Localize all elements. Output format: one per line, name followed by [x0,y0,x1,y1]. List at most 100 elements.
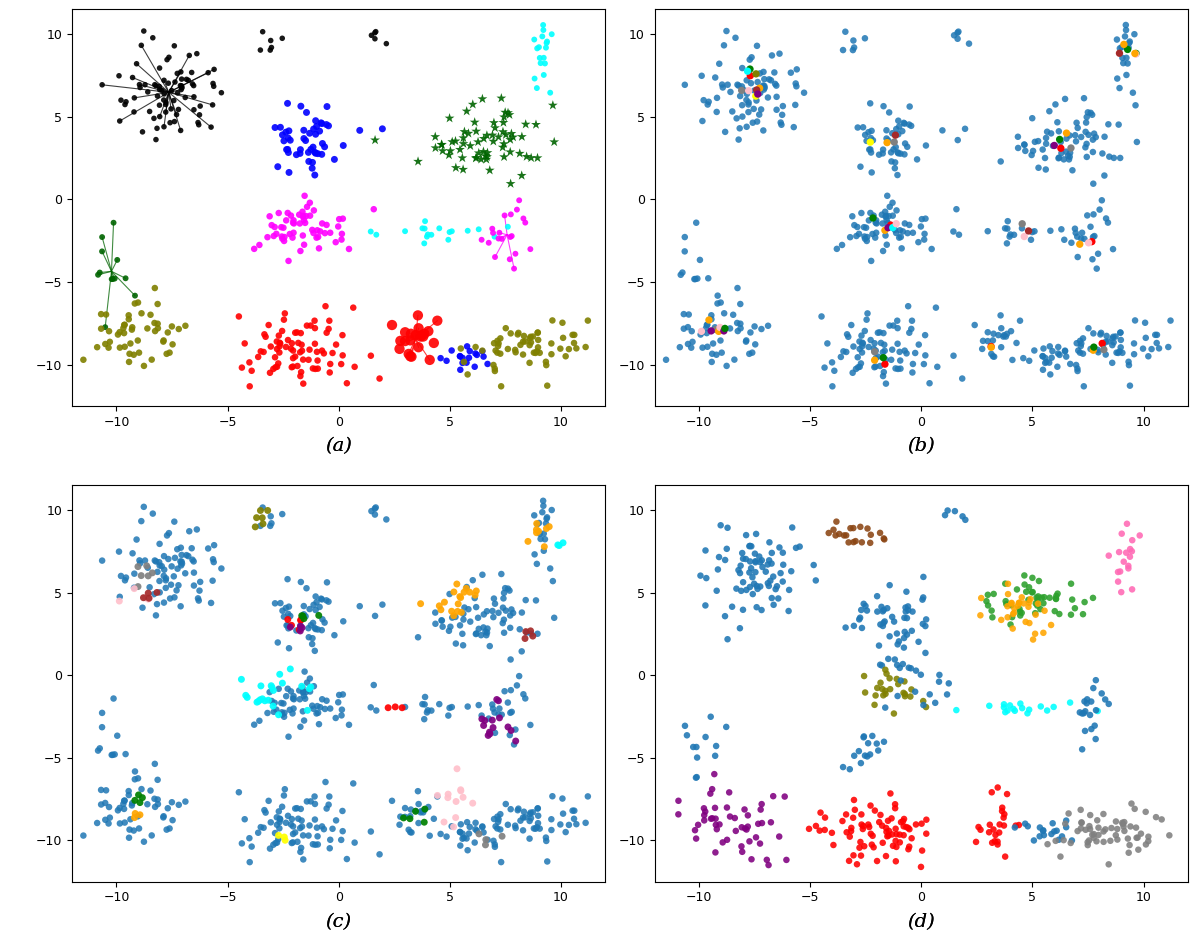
Point [306,361,325,376]
Point [1003,353,1022,368]
Point [886,222,905,237]
Point [530,821,550,836]
Point [418,702,437,718]
Point [253,691,272,706]
Point [109,593,128,609]
Point [278,253,298,268]
Point [740,554,760,569]
Point [888,313,907,328]
Point [204,62,223,77]
Point [900,99,919,114]
Point [290,345,310,360]
Point [1054,832,1073,848]
Point [1024,632,1043,647]
Point [158,76,178,91]
Point [542,27,562,42]
Point [272,799,292,814]
Point [169,321,188,337]
Point [294,598,313,613]
Point [446,160,466,175]
Point [301,680,320,695]
Point [701,786,720,801]
Point [1045,824,1064,839]
Point [1034,595,1054,611]
Point [487,821,506,836]
Point [1114,56,1133,71]
Point [1052,829,1072,844]
Point [458,223,478,238]
Point [289,683,308,698]
Point [131,556,150,571]
Point [319,789,338,804]
Point [824,837,844,852]
Point [996,576,1015,592]
Point [1068,361,1087,376]
Point [1000,229,1019,245]
Point [1038,837,1057,852]
Point [364,678,383,693]
Point [739,95,758,110]
Point [1078,696,1097,711]
Point [296,684,316,700]
Point [172,64,191,80]
Point [688,750,707,765]
Point [294,352,313,367]
Point [732,82,751,98]
Point [880,105,899,120]
Point [736,821,755,836]
Point [290,618,310,633]
Point [754,78,773,93]
Point [762,556,781,571]
Point [480,163,499,178]
Point [500,144,520,159]
Point [430,221,449,236]
Point [877,666,896,682]
Point [1099,117,1118,132]
Point [563,803,582,818]
Point [296,105,316,120]
Point [150,82,169,98]
Point [294,828,313,843]
Point [478,356,497,372]
Point [1025,135,1044,150]
Point [702,355,721,370]
Point [1117,50,1136,65]
Point [473,344,492,359]
Point [1028,596,1048,611]
Point [133,790,152,805]
Point [455,585,474,600]
Point [859,212,878,228]
Point [882,610,901,625]
Point [1014,137,1033,152]
Point [164,38,184,53]
Point [292,325,311,340]
Point [312,692,331,707]
Point [508,202,527,217]
Point [1019,595,1038,611]
Point [866,351,886,366]
Point [401,349,420,364]
Point [293,609,312,624]
Point [850,227,869,242]
Point [1147,327,1166,342]
Point [511,813,530,829]
Point [521,242,540,257]
Point [876,376,895,392]
Point [991,339,1010,355]
Point [887,839,906,854]
Point [979,825,998,840]
Point [998,610,1018,625]
Point [268,810,287,825]
Point [872,658,892,673]
Point [162,794,181,810]
Point [282,835,301,850]
Point [258,705,277,720]
Point [275,705,294,720]
Point [73,828,92,843]
Point [716,24,736,39]
Point [276,339,295,355]
Point [233,360,252,375]
Point [124,347,143,362]
Point [175,90,194,105]
Point [466,591,485,606]
